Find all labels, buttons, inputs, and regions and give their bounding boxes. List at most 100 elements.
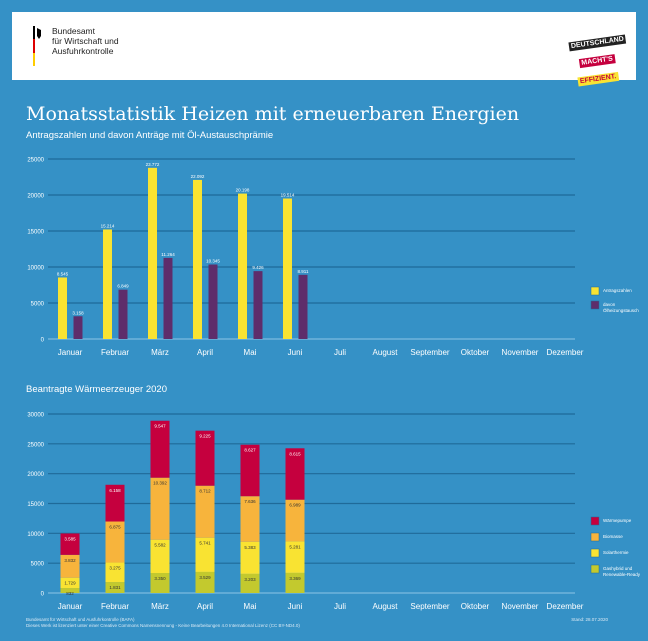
data-label: 3.832 bbox=[64, 558, 76, 563]
logo-line: EFFIZIENT. bbox=[577, 71, 619, 87]
x-tick-label: Juli bbox=[334, 602, 346, 611]
bar-segment bbox=[150, 573, 170, 593]
data-label: 3.529 bbox=[199, 575, 211, 580]
bar-segment bbox=[105, 582, 125, 593]
data-label: 8.712 bbox=[199, 489, 211, 494]
data-label: 11.264 bbox=[161, 252, 175, 257]
legend-label: Ölheizungstausch bbox=[603, 307, 639, 313]
y-tick-label: 0 bbox=[41, 338, 45, 344]
data-label: 6.158 bbox=[109, 488, 121, 493]
y-tick-label: 20000 bbox=[27, 194, 44, 200]
x-tick-label: Februar bbox=[101, 348, 129, 357]
bar-segment bbox=[240, 496, 260, 542]
data-label: 3.369 bbox=[289, 576, 301, 581]
bar-segment bbox=[150, 420, 170, 478]
bar bbox=[118, 289, 128, 339]
data-label: 3.585 bbox=[64, 536, 76, 541]
legend-swatch bbox=[590, 286, 600, 296]
bar bbox=[298, 274, 308, 339]
data-label: 19.514 bbox=[281, 192, 295, 197]
y-tick-label: 0 bbox=[41, 592, 45, 598]
data-label: 6.989 bbox=[289, 503, 301, 508]
x-tick-label: November bbox=[502, 602, 539, 611]
legend-swatch bbox=[590, 532, 600, 542]
campaign-logo: DEUTSCHLAND MACHT'S EFFIZIENT. bbox=[567, 29, 627, 87]
logo-line: DEUTSCHLAND bbox=[568, 34, 627, 52]
data-label: 15.214 bbox=[101, 223, 115, 228]
data-label: 5.741 bbox=[199, 541, 211, 546]
data-label: 6.849 bbox=[117, 284, 129, 289]
data-label: 5.582 bbox=[154, 543, 166, 548]
bar-segment bbox=[240, 444, 260, 497]
bar-segment bbox=[285, 572, 305, 593]
data-label: 23.772 bbox=[146, 162, 160, 167]
bar-segment bbox=[195, 571, 215, 593]
bar bbox=[103, 229, 112, 339]
bar bbox=[193, 179, 202, 339]
org-name: Bundesamt für Wirtschaft und Ausfuhrkont… bbox=[52, 26, 119, 56]
bar bbox=[58, 277, 67, 339]
bar-segment bbox=[240, 573, 260, 593]
x-tick-label: April bbox=[197, 348, 213, 357]
legend-label: Renewable-Ready bbox=[603, 572, 641, 577]
data-label: 8.911 bbox=[298, 269, 309, 274]
x-tick-label: Oktober bbox=[461, 348, 490, 357]
header-banner: Bundesamt für Wirtschaft und Ausfuhrkont… bbox=[12, 12, 636, 87]
bar-segment bbox=[150, 477, 170, 540]
x-tick-label: März bbox=[151, 602, 169, 611]
x-tick-label: Februar bbox=[101, 602, 129, 611]
chart-heat-generators: 0 5000 10000 15000 20000 25000 30000 Januar Febr… bbox=[27, 413, 641, 612]
y-tick-label: 10000 bbox=[27, 532, 44, 538]
x-tick-label: Oktober bbox=[461, 602, 490, 611]
bar-segment bbox=[105, 484, 125, 522]
bar bbox=[73, 316, 83, 339]
legend-label: Wärmepumpe bbox=[603, 518, 632, 523]
legend-label: Biomasse bbox=[603, 534, 623, 539]
legend-swatch bbox=[590, 516, 600, 526]
data-label: 3.275 bbox=[109, 566, 121, 571]
bar bbox=[283, 198, 292, 339]
y-tick-label: 5000 bbox=[31, 562, 45, 568]
bar-segment bbox=[60, 588, 80, 593]
org-line: für Wirtschaft und bbox=[52, 36, 119, 46]
chart1-subtitle: Antragszahlen und davon Anträge mit Öl-A… bbox=[26, 130, 274, 141]
x-tick-label: August bbox=[373, 348, 399, 357]
chart-applications: 0 5000 10000 15000 20000 25000 Januar Februar Mä… bbox=[27, 158, 639, 358]
bar-segment bbox=[150, 539, 170, 574]
y-tick-label: 15000 bbox=[27, 230, 44, 236]
data-label: 832 bbox=[66, 591, 74, 596]
data-label: 3.158 bbox=[72, 310, 84, 315]
data-label: 3.350 bbox=[154, 576, 166, 581]
footer-line: Dieses Werk ist lizenziert unter einer C… bbox=[26, 623, 300, 628]
footer-line: Bundesamt für Wirtschaft und Ausfuhrkont… bbox=[26, 617, 135, 622]
x-tick-label: Mai bbox=[244, 602, 257, 611]
bar-segment bbox=[60, 554, 80, 578]
data-label: 8.615 bbox=[289, 451, 301, 456]
x-tick-label: Mai bbox=[244, 348, 257, 357]
x-tick-label: Januar bbox=[58, 348, 83, 357]
bar bbox=[253, 271, 263, 339]
bar-segment bbox=[60, 577, 80, 589]
legend-label: davon bbox=[603, 302, 616, 307]
data-label: 9.225 bbox=[199, 434, 211, 439]
y-tick-label: 30000 bbox=[27, 413, 44, 419]
data-label: 7.636 bbox=[244, 499, 256, 504]
bar-segment bbox=[285, 541, 305, 573]
data-label: 10.392 bbox=[153, 481, 167, 486]
bar-segment bbox=[195, 485, 215, 538]
bar-segment bbox=[195, 537, 215, 572]
date-stamp: Stand: 28.07.2020 bbox=[571, 617, 608, 622]
x-tick-label: Juni bbox=[288, 602, 303, 611]
y-tick-label: 25000 bbox=[27, 158, 44, 164]
page-title: Monatsstatistik Heizen mit erneuerbaren … bbox=[26, 103, 520, 125]
data-label: 9.426 bbox=[252, 265, 264, 270]
bar-segment bbox=[285, 448, 305, 500]
data-label: 9.547 bbox=[154, 424, 166, 429]
bar bbox=[163, 257, 173, 339]
x-tick-label: Juni bbox=[288, 348, 303, 357]
data-label: 22.092 bbox=[191, 174, 205, 179]
y-tick-label: 15000 bbox=[27, 502, 44, 508]
legend-label: Solarthermie bbox=[603, 550, 629, 555]
legend-swatch bbox=[590, 548, 600, 558]
y-tick-label: 5000 bbox=[31, 302, 45, 308]
